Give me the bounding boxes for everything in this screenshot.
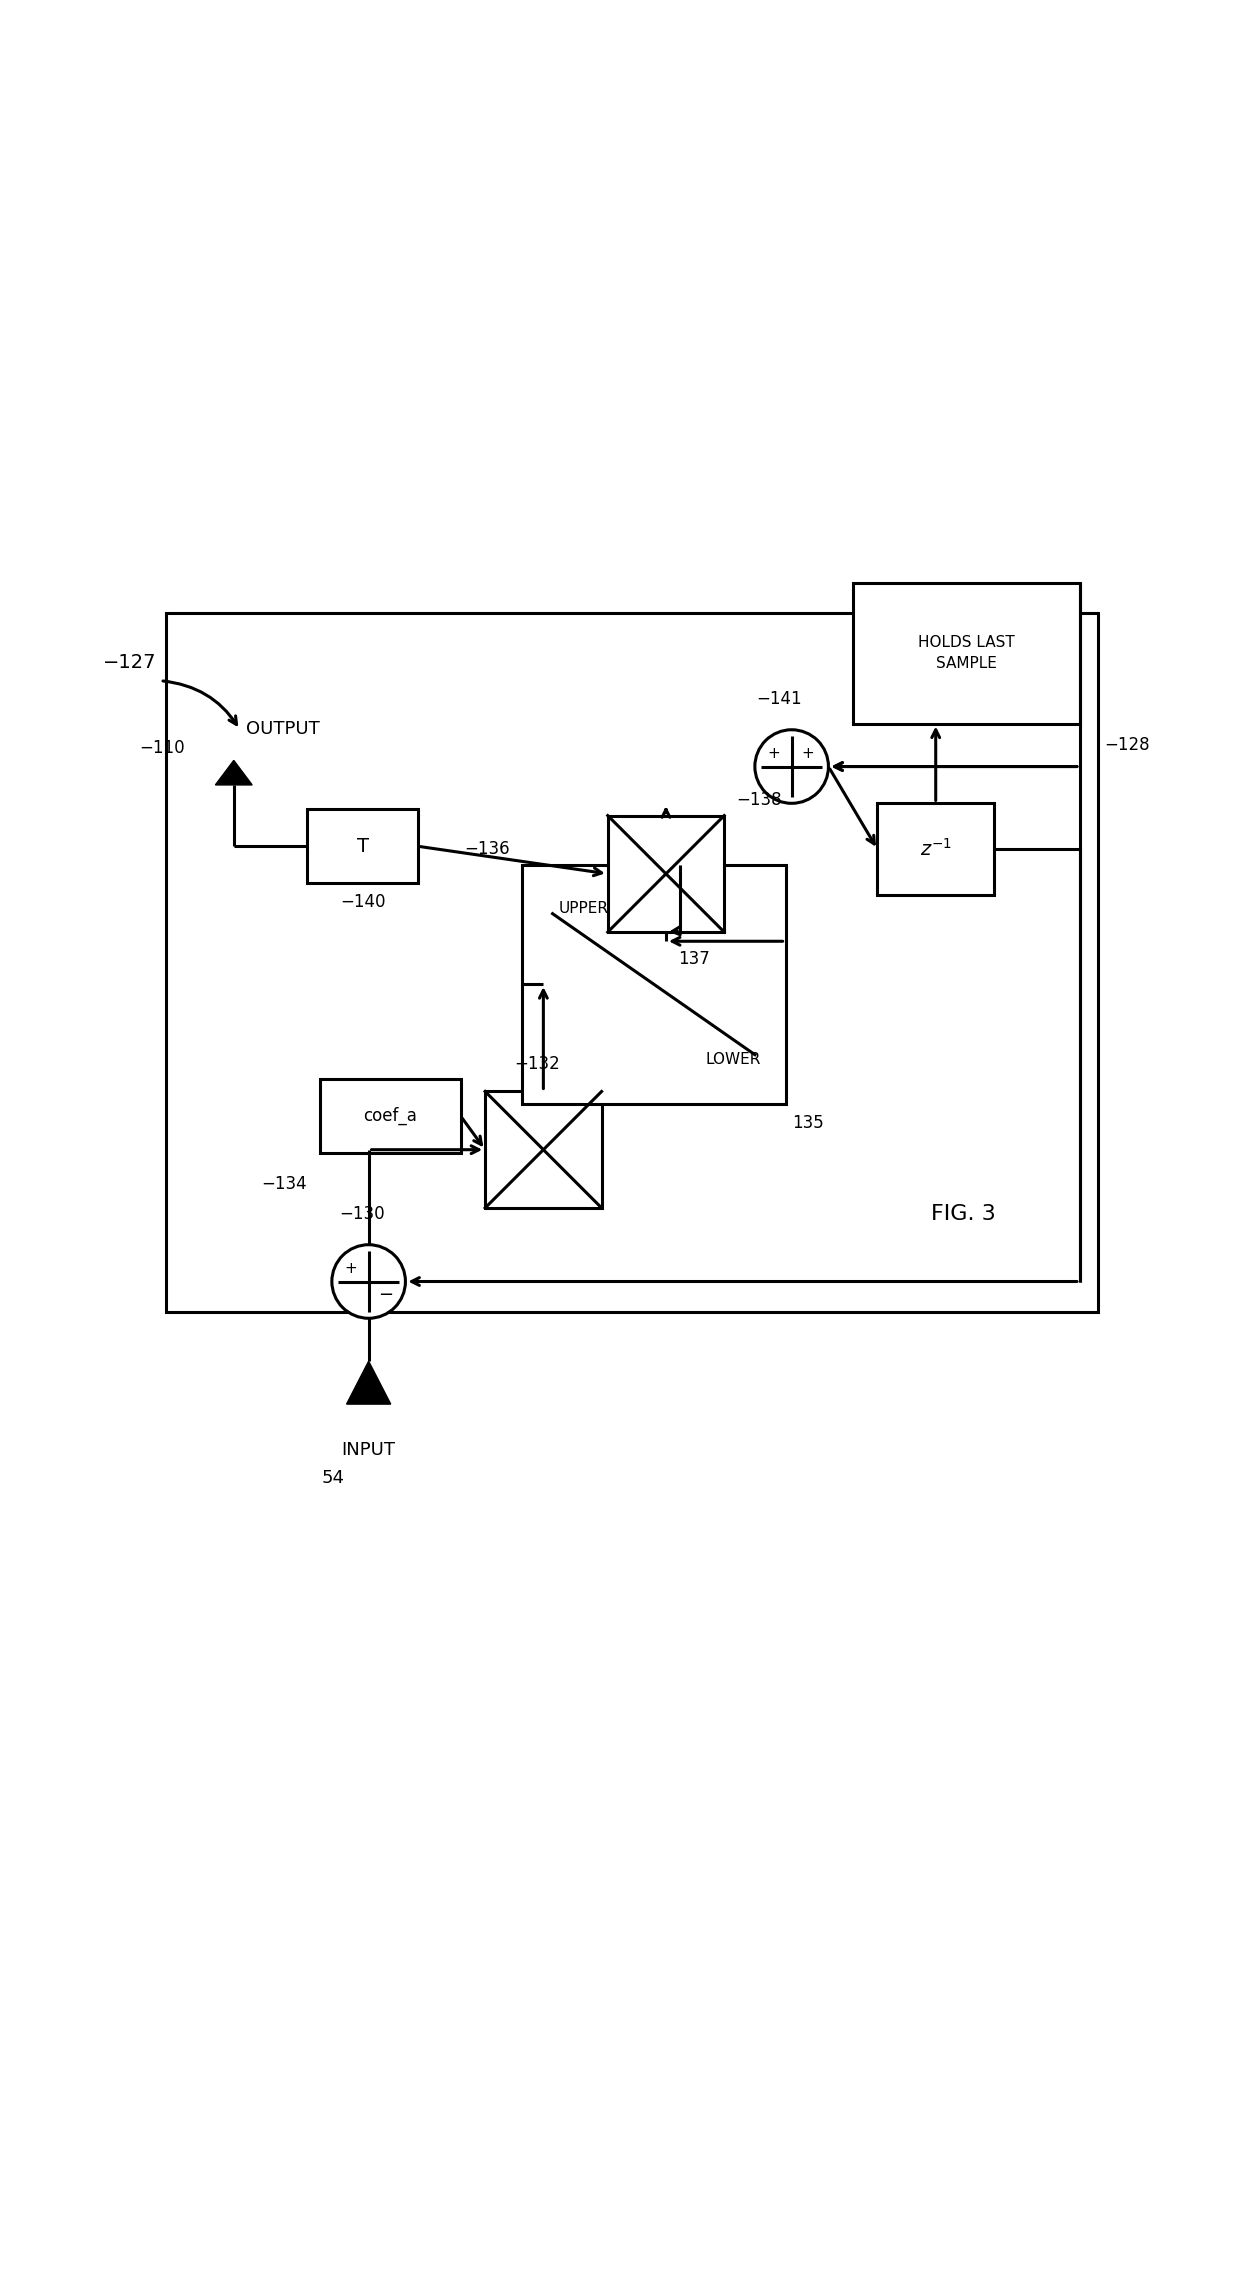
Text: −132: −132 [515,1056,560,1072]
Text: +: + [766,746,780,762]
Text: HOLDS LAST
SAMPLE: HOLDS LAST SAMPLE [918,634,1014,671]
Text: −110: −110 [139,739,185,757]
Text: −141: −141 [756,689,802,707]
Bar [308,810,418,883]
Polygon shape [346,1362,391,1405]
Bar [320,1079,460,1152]
Text: coef_a: coef_a [363,1106,417,1125]
Text: LOWER: LOWER [706,1052,761,1068]
Text: T: T [357,837,368,855]
Text: INPUT: INPUT [342,1442,396,1460]
Text: −140: −140 [340,892,386,910]
Text: 135: 135 [791,1113,823,1131]
Text: 137: 137 [678,951,711,969]
Bar [166,614,1099,1312]
Text: −136: −136 [464,839,510,858]
Polygon shape [216,760,252,785]
Text: +: + [343,1261,357,1275]
Text: −138: −138 [737,792,782,810]
FancyArrowPatch shape [162,682,237,725]
Bar [608,817,724,933]
Circle shape [755,730,828,803]
Text: +: + [802,746,815,762]
Text: −128: −128 [1105,737,1149,755]
Text: 54: 54 [321,1469,345,1487]
Bar [522,864,785,1104]
Bar [878,803,994,894]
Text: −130: −130 [340,1204,386,1223]
Text: −127: −127 [103,652,156,673]
Text: −: − [378,1286,393,1305]
Text: $z^{-1}$: $z^{-1}$ [920,839,952,860]
Circle shape [332,1245,405,1318]
Bar [485,1090,601,1209]
Text: −134: −134 [262,1175,308,1193]
Text: OUTPUT: OUTPUT [246,721,320,739]
Text: FIG. 3: FIG. 3 [931,1204,996,1225]
Bar [853,582,1080,723]
Text: UPPER: UPPER [559,901,609,917]
